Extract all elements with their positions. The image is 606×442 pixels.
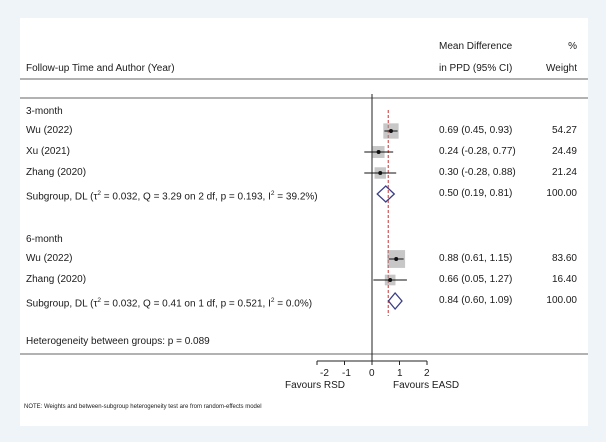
subgroup-ci: 0.50 (0.19, 0.81) — [439, 188, 513, 199]
study-ci: 0.88 (0.61, 1.15) — [439, 253, 513, 264]
subgroup-ci: 0.84 (0.60, 1.09) — [439, 295, 513, 306]
subgroup-weight: 100.00 — [546, 295, 577, 306]
forest-plot-svg — [20, 78, 588, 365]
heterogeneity-text: Heterogeneity between groups: p = 0.089 — [26, 336, 210, 347]
study-point — [388, 129, 393, 133]
study-label: Wu (2022) — [26, 253, 73, 264]
tick-label: 1 — [397, 368, 403, 379]
group-label-3-month: 3-month — [26, 106, 63, 117]
favours-right-label: Favours EASD — [393, 380, 460, 391]
tick-label: -1 — [342, 368, 351, 379]
tick-label: 2 — [424, 368, 430, 379]
study-point — [394, 257, 399, 261]
tick-label: 0 — [369, 368, 375, 379]
header-study-column: Follow-up Time and Author (Year) — [26, 63, 175, 74]
study-weight: 21.24 — [551, 167, 577, 178]
tick-label: -2 — [320, 368, 329, 379]
header-md-line1: Mean Difference — [439, 41, 513, 52]
forest-plot-panel: Follow-up Time and Author (Year) Mean Di… — [20, 18, 588, 426]
subgroup-diamond — [387, 291, 403, 311]
study-ci: 0.24 (-0.28, 0.77) — [439, 146, 516, 157]
header-md-line2: in PPD (95% CI) — [439, 63, 513, 74]
group-label-6-month: 6-month — [26, 234, 63, 245]
study-weight: 24.49 — [551, 146, 577, 157]
footnote: NOTE: Weights and between-subgroup heter… — [24, 404, 262, 410]
subgroup-label-6-month: Subgroup, DL (τ2 = 0.032, Q = 0.41 on 1 … — [26, 297, 313, 310]
study-point — [388, 278, 393, 282]
favours-left-label: Favours RSD — [284, 380, 345, 391]
study-ci: 0.30 (-0.28, 0.88) — [439, 167, 516, 178]
study-label: Zhang (2020) — [26, 274, 87, 285]
study-point — [376, 150, 381, 154]
header-weight-line2: Weight — [546, 63, 577, 74]
study-label: Zhang (2020) — [26, 167, 87, 178]
study-weight: 54.27 — [551, 125, 577, 136]
study-label: Wu (2022) — [26, 125, 73, 136]
study-weight: 83.60 — [551, 253, 577, 264]
study-ci: 0.69 (0.45, 0.93) — [439, 125, 513, 136]
subgroup-diamond — [376, 185, 396, 203]
study-ci: 0.66 (0.05, 1.27) — [439, 274, 513, 285]
study-label: Xu (2021) — [26, 146, 70, 157]
subgroup-label-3-month: Subgroup, DL (τ2 = 0.032, Q = 3.29 on 2 … — [26, 190, 318, 203]
subgroup-weight: 100.00 — [546, 188, 577, 199]
study-point — [378, 171, 383, 175]
header-weight-line1: % — [568, 41, 577, 52]
study-weight: 16.40 — [551, 274, 577, 285]
